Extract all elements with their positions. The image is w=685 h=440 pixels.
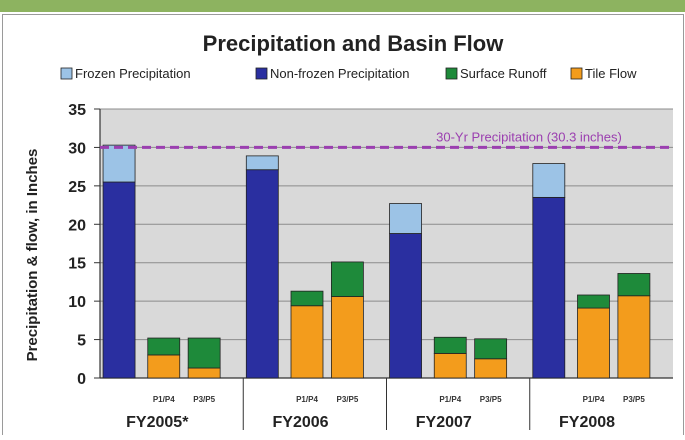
bar-segment-runoff <box>577 294 610 309</box>
legend-swatch <box>255 67 268 80</box>
bar-sublabel: P3/P5 <box>193 395 215 404</box>
chart-panel: Precipitation and Basin Flow Frozen Prec… <box>2 14 684 435</box>
bar-segment-tile <box>474 358 508 379</box>
y-tick-label: 0 <box>77 371 86 388</box>
bar-segment-nonfrozen <box>102 181 136 379</box>
legend-label: Frozen Precipitation <box>75 66 191 81</box>
bar-sublabel: P3/P5 <box>480 395 502 404</box>
bar-segment-tile <box>330 296 364 379</box>
y-tick-label: 30 <box>68 140 86 157</box>
bar-sublabel: P3/P5 <box>336 395 358 404</box>
top-accent-bar <box>0 0 685 12</box>
y-tick-label: 25 <box>68 179 86 196</box>
bar-segment-frozen <box>389 203 422 234</box>
bar-sublabel: P1/P4 <box>439 395 461 404</box>
bar-sublabel: P1/P4 <box>583 395 605 404</box>
legend-swatch <box>570 67 583 80</box>
bar-segment-tile <box>433 353 467 379</box>
bar-segment-runoff <box>290 290 324 307</box>
bar-segment-frozen <box>102 144 136 183</box>
bar-segment-nonfrozen <box>532 196 566 379</box>
legend-label: Tile Flow <box>585 66 637 81</box>
bar-segment-frozen <box>245 155 279 171</box>
bar-segment-tile <box>617 295 651 379</box>
legend: Frozen Precipitation Non-frozen Precipita… <box>60 66 637 81</box>
bar-segment-tile <box>187 367 221 379</box>
bar-segment-runoff <box>187 337 221 369</box>
bar-segment-runoff <box>147 337 181 356</box>
reference-line-label: 30-Yr Precipitation (30.3 inches) <box>436 129 622 144</box>
bar-segment-tile <box>147 354 181 379</box>
legend-swatch <box>60 67 73 80</box>
legend-swatch <box>445 67 458 80</box>
chart-title: Precipitation and Basin Flow <box>203 31 505 56</box>
bar-segment-runoff <box>617 273 651 297</box>
group-label: FY2007 <box>416 414 472 431</box>
y-tick-label: 10 <box>68 294 86 311</box>
y-tick-label: 15 <box>68 256 86 273</box>
bar-sublabel: P1/P4 <box>296 395 318 404</box>
bar-segment-nonfrozen <box>389 233 422 379</box>
bar-segment-tile <box>577 307 610 379</box>
bar-segment-runoff <box>433 336 467 354</box>
bar-segment-runoff <box>330 261 364 297</box>
y-tick-label: 35 <box>68 102 86 119</box>
bar-segment-frozen <box>532 163 566 198</box>
y-tick-label: 5 <box>77 333 86 350</box>
legend-label: Surface Runoff <box>460 66 547 81</box>
bar-sublabel: P3/P5 <box>623 395 645 404</box>
bar-sublabel: P1/P4 <box>153 395 175 404</box>
bar-segment-tile <box>290 305 324 379</box>
chart-svg: Precipitation and Basin Flow Frozen Prec… <box>24 31 673 431</box>
y-axis-label: Precipitation & flow, in Inches <box>24 149 41 362</box>
y-tick-label: 20 <box>68 217 86 234</box>
group-label: FY2006 <box>273 414 329 431</box>
group-label: FY2005* <box>126 414 189 431</box>
bar-segment-nonfrozen <box>245 169 279 379</box>
bar-segment-runoff <box>474 338 508 360</box>
plot-area: 0 5 10 15 20 25 30 35 P1/P4 P3/P5 FY2005* P1/P4 P3/P… <box>68 102 673 431</box>
group-label: FY2008 <box>559 414 615 431</box>
legend-label: Non-frozen Precipitation <box>270 66 409 81</box>
